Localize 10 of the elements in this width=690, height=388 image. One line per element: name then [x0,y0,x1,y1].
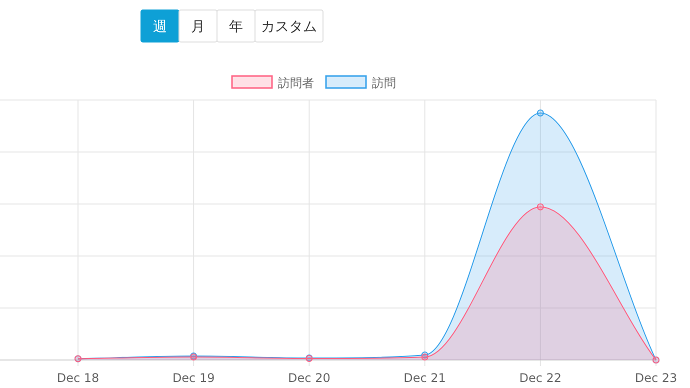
x-tick-label: Dec 18 [56,371,100,385]
x-tick-label: Dec 22 [519,371,562,385]
x-tick-label: Dec 19 [172,371,215,385]
x-tick-label: Dec 20 [288,371,330,385]
x-tick-label: Dec 21 [404,371,446,385]
legend-label: 訪問者 [278,76,314,90]
point [536,203,544,210]
point [536,110,544,116]
legend-label: 訪問 [372,76,396,90]
x-tick-label: Dec 23 [634,371,678,385]
